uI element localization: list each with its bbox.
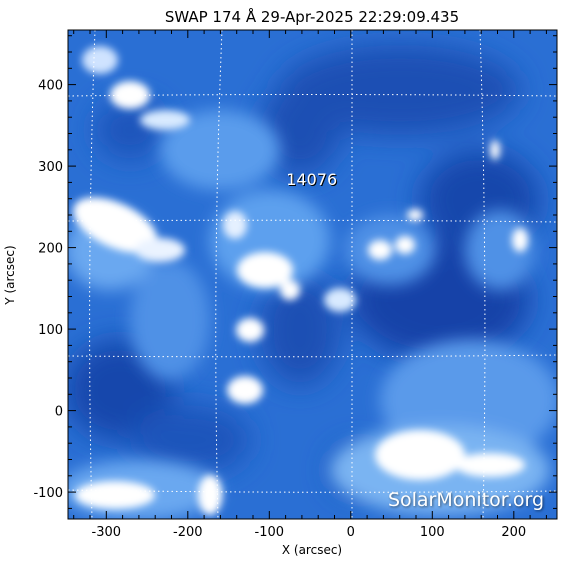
x-axis-label: X (arcsec) [282,543,342,557]
y-tick-label: 100 [38,323,63,338]
x-tick-label: 0 [347,525,355,540]
watermark: SolarMonitor.org [388,489,544,511]
y-tick-label: 0 [55,405,63,420]
y-tick-label: 400 [38,79,63,94]
y-tick-label: 200 [38,242,63,257]
y-axis-label: Y (arcsec) [3,245,17,305]
x-tick-label: 200 [501,525,526,540]
x-tick-label: -100 [255,525,285,540]
y-tick-label: -100 [33,486,63,501]
x-tick-label: -300 [92,525,122,540]
plot-frame [67,29,558,520]
x-tick-label: 100 [420,525,445,540]
x-tick-label: -200 [173,525,203,540]
watermark-shadow: SolarMonitor.org [389,490,545,512]
axes: -300 -200 -100 0 100 200 -100 0 100 200 300 400 [33,30,557,540]
y-tick-label: 300 [38,160,63,175]
bright-loops [73,46,528,515]
map-title: SWAP 174 Å 29-Apr-2025 22:29:09.435 [165,7,459,26]
plot-image [68,30,557,519]
region-label-shadow: 14076 [287,171,338,190]
heliographic-grid [68,30,557,519]
region-label: 14076 [286,170,337,189]
